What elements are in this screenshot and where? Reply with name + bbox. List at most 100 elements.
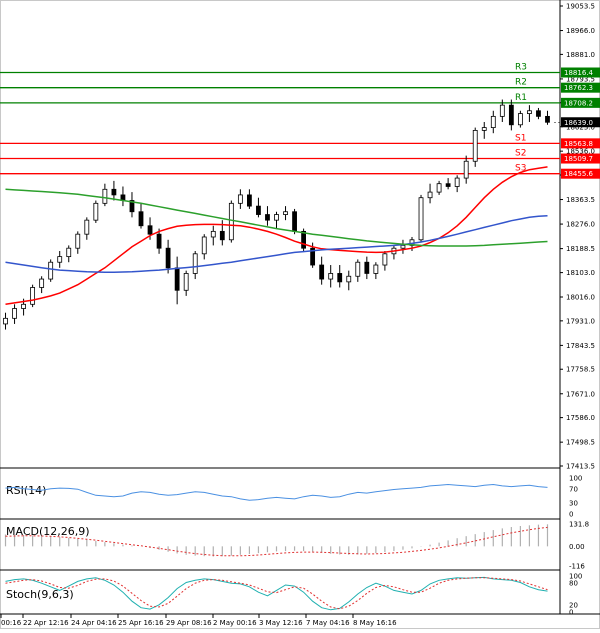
- candle-body: [382, 253, 388, 266]
- price-tick-label: 18276.0: [566, 221, 595, 229]
- candle-body: [418, 197, 424, 241]
- macd-signal-line: [5, 526, 548, 557]
- time-tick-label: 29 Apr 08:16: [166, 619, 212, 627]
- level-tag-s1: [561, 138, 600, 149]
- candle-body: [57, 256, 63, 263]
- candle-body: [3, 317, 8, 325]
- candle-body: [445, 183, 451, 187]
- rsi-tick-label: 70: [569, 485, 578, 493]
- candle-body: [301, 230, 306, 249]
- candle-body: [328, 273, 334, 280]
- rsi-tick-label: 30: [569, 500, 578, 508]
- time-axis: 00:16 22 Apr 12:16 24 Apr 04:16 25 Apr 16:1…: [0, 614, 397, 627]
- candle-body: [75, 233, 81, 249]
- candle-body: [400, 244, 406, 249]
- candle-body: [237, 194, 243, 204]
- candle-body: [201, 236, 207, 255]
- level-tag-s2: [561, 153, 600, 164]
- candle-body: [147, 225, 153, 235]
- candle-body: [508, 104, 514, 126]
- level-price-label-s3: 18455.6: [564, 170, 593, 178]
- candle-body: [355, 261, 361, 277]
- candle-body: [283, 211, 288, 215]
- time-tick-label: 24 Apr 04:16: [71, 619, 117, 627]
- candle-body: [454, 177, 460, 187]
- level-price-label-s2: 18509.7: [564, 155, 593, 163]
- stoch-title: Stoch(9,6,3): [6, 588, 74, 601]
- level-price-label-s1: 18563.8: [564, 140, 593, 148]
- candle-body: [490, 115, 496, 128]
- price-tick-label: 17843.5: [566, 342, 595, 350]
- price-tick-label: 18363.5: [566, 196, 595, 204]
- level-price-label-r3: 18816.4: [564, 69, 593, 77]
- stoch-d-line: [5, 577, 548, 610]
- candle-body: [364, 261, 370, 274]
- ma-line-ma-slow: [5, 188, 548, 247]
- price-tick-label: 18881.0: [566, 51, 595, 59]
- price-tick-label: 18793.5: [566, 75, 595, 83]
- stoch-k-line: [5, 576, 548, 611]
- candle-body: [427, 191, 433, 199]
- candle-body: [138, 211, 144, 227]
- candle-body: [527, 110, 532, 114]
- candle-body: [219, 230, 225, 241]
- candle-body: [499, 104, 505, 117]
- stoch-tick-label: 100: [569, 573, 582, 581]
- pivot-levels: R3 18816.4 R2 18762.3 R1 18708.2 S1 18563.8 S2 18…: [0, 63, 600, 179]
- level-name-r1: R1: [515, 93, 527, 103]
- candle-body: [265, 214, 270, 221]
- level-tag-r1: [561, 97, 600, 108]
- price-tick-label: 19053.5: [566, 3, 595, 11]
- level-name-s1: S1: [515, 133, 526, 143]
- level-tag-r2: [561, 82, 600, 93]
- candle-body: [310, 247, 316, 266]
- candle-body: [210, 230, 216, 238]
- price-tick-label: 17671.0: [566, 390, 595, 398]
- candle-body: [228, 202, 234, 241]
- candle-body: [373, 264, 379, 274]
- price-tick-label: 17586.0: [566, 414, 595, 422]
- time-tick-label: 00:16: [1, 619, 22, 627]
- price-tick-label: 17931.0: [566, 317, 595, 325]
- candle-body: [472, 129, 478, 162]
- time-tick-label: 3 May 12:16: [259, 619, 303, 627]
- price-tick-label: 18103.0: [566, 269, 595, 277]
- macd-tick-label: -116: [569, 563, 585, 571]
- current-price-tag: [561, 117, 600, 128]
- candle-body: [346, 275, 352, 283]
- price-tick-label: 17498.5: [566, 439, 595, 447]
- candle-body: [165, 247, 171, 269]
- level-price-label-r2: 18762.3: [564, 84, 593, 92]
- candle-body: [256, 205, 261, 215]
- candle-body: [436, 183, 442, 193]
- rsi-tick-label: 100: [569, 475, 582, 483]
- level-name-s2: S2: [515, 149, 526, 159]
- macd-tick-label: 131.8: [569, 521, 589, 529]
- macd-panel: MACD(12,26,9) 131.8 0.00 -116: [4, 521, 589, 571]
- candle-body: [111, 188, 117, 196]
- macd-tick-label: 0.00: [569, 543, 585, 551]
- candle-body: [319, 264, 325, 280]
- price-tick-label: 18188.5: [566, 245, 595, 253]
- stoch-tick-label: 20: [569, 601, 578, 609]
- level-tag-s3: [561, 168, 600, 179]
- level-name-r3: R3: [515, 63, 527, 73]
- candle-body: [66, 247, 72, 258]
- candle-body: [84, 219, 90, 235]
- stoch-tick-label: 0: [569, 609, 573, 617]
- candle-body: [481, 127, 487, 131]
- candle-body: [48, 261, 54, 280]
- candle-body: [102, 188, 108, 204]
- candle-body: [183, 273, 189, 291]
- candle-body: [337, 273, 343, 283]
- price-tick-label: 18536.0: [566, 148, 595, 156]
- time-tick-label: 7 May 04:16: [306, 619, 350, 627]
- candles: [3, 99, 550, 330]
- moving-averages: [5, 166, 548, 306]
- price-tick-label: 17758.5: [566, 366, 595, 374]
- candle-body: [274, 214, 279, 221]
